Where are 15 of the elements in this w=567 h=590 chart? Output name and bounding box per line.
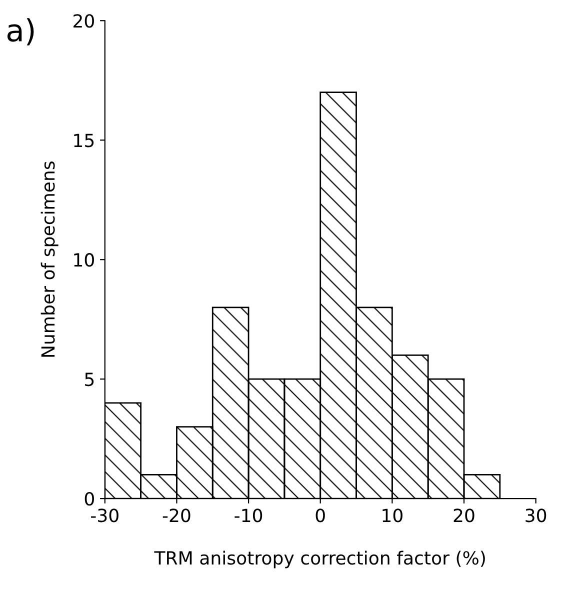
x-tick-label: -30 bbox=[91, 508, 118, 522]
x-tick-label: 20 bbox=[454, 508, 474, 522]
text: a) bbox=[8, 18, 34, 46]
y-tick-label: 20 bbox=[74, 14, 94, 28]
x-tick-label: 0 bbox=[316, 508, 325, 522]
x-tick-label: 30 bbox=[526, 508, 546, 522]
y-tick-label: 15 bbox=[74, 134, 94, 148]
x-tick-label: -20 bbox=[162, 508, 190, 522]
x-tick-label: -10 bbox=[234, 508, 262, 522]
y-axis-title: Number of specimens bbox=[40, 162, 58, 357]
y-tick-label: 0 bbox=[84, 492, 94, 506]
x-tick-label: 10 bbox=[382, 508, 402, 522]
x-axis-title: TRM anisotropy correction factor (%) bbox=[154, 550, 485, 568]
y-tick-label: 5 bbox=[85, 372, 94, 386]
y-tick-label: 10 bbox=[74, 253, 94, 267]
